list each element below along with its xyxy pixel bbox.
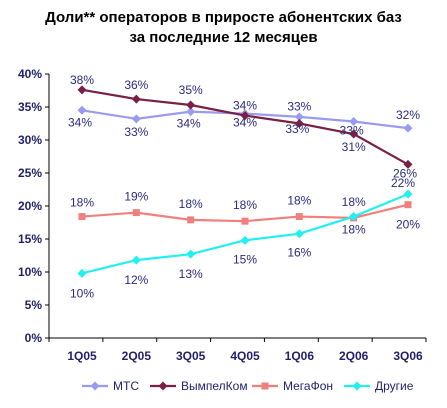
- y-tick-label: 25%: [18, 166, 42, 180]
- data-label: 34%: [68, 115, 92, 129]
- point-marker: [131, 114, 141, 124]
- y-tick-label: 0%: [25, 331, 43, 345]
- axes: 0% 5% 10% 15% 20% 25% 30% 35% 40% 1Q05 2Q05 3Q05 4Q0…: [18, 67, 427, 363]
- data-label: 31%: [342, 140, 366, 154]
- legend-label: МегаФон: [283, 379, 333, 393]
- data-label: 18%: [233, 198, 257, 212]
- series-2: [77, 85, 413, 169]
- point-marker: [352, 381, 362, 391]
- data-label: 18%: [287, 194, 311, 208]
- data-label: 32%: [396, 108, 420, 122]
- x-tick-label: 4Q05: [230, 349, 260, 363]
- point-marker: [90, 381, 100, 391]
- point-marker: [240, 235, 250, 245]
- y-tick-label: 35%: [18, 100, 42, 114]
- point-marker: [349, 212, 359, 222]
- y-tick-label: 30%: [18, 133, 42, 147]
- point-marker: [294, 112, 304, 122]
- point-marker: [77, 85, 87, 95]
- data-label: 18%: [342, 223, 366, 237]
- point-marker: [294, 119, 304, 128]
- legend-item-4: Другие: [344, 379, 414, 393]
- point-marker: [186, 107, 196, 117]
- x-tick-label: 2Q06: [339, 349, 369, 363]
- x-tick-label: 3Q06: [393, 349, 423, 363]
- point-marker: [78, 213, 86, 221]
- data-label: 36%: [124, 78, 148, 92]
- y-tick-label: 20%: [18, 199, 42, 213]
- data-label: 33%: [340, 124, 364, 138]
- data-labels-layer: 34% 33% 34% 34% 33% 33% 32% 38% 36% 35% 34% 33% 31% 2…: [68, 73, 420, 300]
- point-marker: [404, 201, 412, 209]
- legend-label: МТС: [113, 379, 139, 393]
- data-label: 34%: [177, 117, 201, 131]
- data-label: 26%: [393, 166, 417, 180]
- x-tick-label: 1Q06: [285, 349, 315, 363]
- data-label: 35%: [179, 83, 203, 97]
- point-marker: [240, 111, 250, 121]
- point-marker: [186, 249, 196, 259]
- chart-title: Доли** операторов в приросте абонентских…: [0, 8, 447, 48]
- data-label: 18%: [179, 197, 203, 211]
- y-tick-label: 5%: [25, 298, 43, 312]
- y-tick-label: 40%: [18, 67, 42, 81]
- chart-title-line-1: Доли** операторов в приросте абонентских…: [45, 9, 402, 26]
- data-label: 13%: [179, 267, 203, 281]
- point-marker: [349, 117, 359, 127]
- data-label: 33%: [285, 122, 309, 136]
- point-marker: [186, 100, 196, 110]
- data-label: 12%: [124, 273, 148, 287]
- chart-title-line-2: за последние 12 месяцев: [129, 29, 318, 46]
- x-tick-label: 2Q05: [122, 349, 152, 363]
- data-label: 18%: [70, 196, 94, 210]
- series-4: [77, 189, 413, 278]
- legend-label: Другие: [375, 379, 414, 393]
- x-tick-label: 1Q05: [67, 349, 97, 363]
- point-marker: [187, 216, 195, 224]
- data-label: 20%: [396, 218, 420, 232]
- legend-label: ВымпелКом: [181, 379, 248, 393]
- data-label: 18%: [342, 195, 366, 209]
- legend-item-2: ВымпелКом: [150, 379, 248, 393]
- data-label: 16%: [287, 246, 311, 260]
- y-tick-label: 15%: [18, 232, 42, 246]
- point-marker: [403, 159, 413, 169]
- data-label: 19%: [124, 190, 148, 204]
- point-marker: [132, 209, 140, 217]
- point-marker: [131, 94, 141, 104]
- point-marker: [403, 189, 413, 199]
- point-marker: [131, 255, 141, 265]
- legend-item-3: МегаФон: [252, 379, 333, 393]
- point-marker: [295, 213, 303, 221]
- point-marker: [261, 382, 269, 390]
- legend: МТС ВымпелКом МегаФон Другие: [82, 379, 414, 393]
- point-marker: [158, 381, 168, 391]
- series-layer: [77, 85, 413, 278]
- legend-item-1: МТС: [82, 379, 139, 393]
- point-marker: [403, 123, 413, 133]
- data-label: 10%: [70, 286, 94, 300]
- data-label: 34%: [233, 99, 257, 113]
- data-label: 15%: [233, 252, 257, 266]
- point-marker: [77, 268, 87, 278]
- point-marker: [77, 105, 87, 115]
- data-label: 33%: [124, 125, 148, 139]
- y-tick-label: 10%: [18, 265, 42, 279]
- point-marker: [349, 129, 359, 139]
- data-label: 38%: [70, 73, 94, 87]
- data-label: 22%: [391, 176, 415, 190]
- x-tick-label: 3Q05: [176, 349, 206, 363]
- data-label: 34%: [233, 116, 257, 130]
- data-label: 33%: [287, 100, 311, 114]
- point-marker: [294, 229, 304, 239]
- point-marker: [241, 217, 249, 225]
